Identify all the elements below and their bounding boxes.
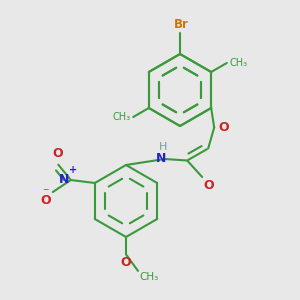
Text: CH₃: CH₃ — [229, 58, 247, 68]
Text: O: O — [204, 179, 214, 192]
Text: ⁻: ⁻ — [42, 186, 49, 199]
Text: CH₃: CH₃ — [140, 272, 159, 282]
Text: +: + — [69, 165, 77, 175]
Text: H: H — [159, 142, 167, 152]
Text: O: O — [41, 194, 51, 207]
Text: CH₃: CH₃ — [113, 112, 131, 122]
Text: Br: Br — [174, 18, 189, 31]
Text: O: O — [219, 121, 229, 134]
Text: N: N — [156, 152, 166, 165]
Text: O: O — [121, 256, 131, 268]
Text: N: N — [59, 173, 69, 186]
Text: O: O — [52, 148, 63, 160]
